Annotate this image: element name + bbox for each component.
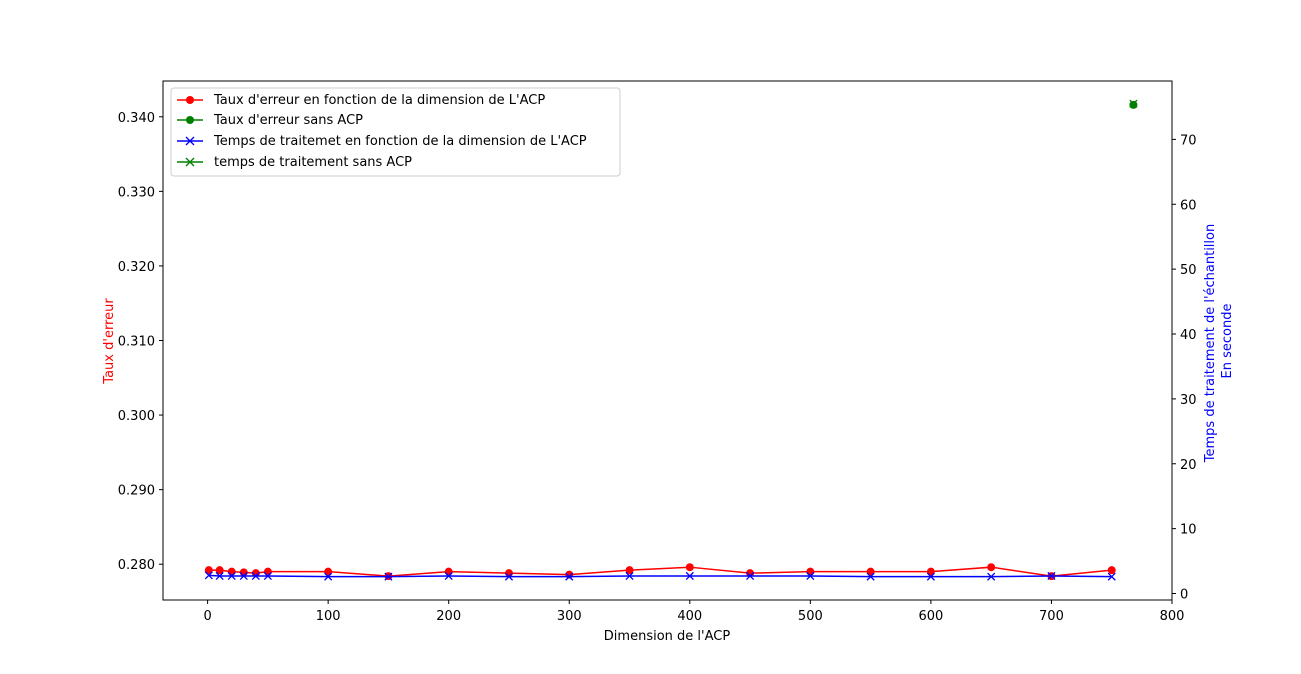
series-2-point	[926, 572, 935, 581]
x-axis: 0 100 200 300 400 500 600 700 800	[203, 600, 1184, 624]
left-y-tick-label: 0.290	[118, 484, 155, 499]
series-3-point	[1129, 99, 1138, 108]
series-0-point	[866, 567, 875, 576]
series-2-point	[324, 572, 333, 581]
x-tick-label: 600	[918, 609, 943, 624]
series-2-point	[251, 571, 260, 581]
right-y-tick-label: 50	[1180, 263, 1197, 278]
series-0-point	[926, 567, 935, 576]
data-marks	[204, 99, 1138, 581]
legend-entry-error-no-acp: Taux d'erreur sans ACP	[177, 113, 363, 128]
left-y-tick-label: 0.300	[118, 409, 155, 424]
legend-label-time: Temps de traitemet en fonction de la dim…	[213, 134, 587, 149]
right-y-tick-label: 30	[1180, 393, 1197, 408]
series-2-point	[1107, 572, 1116, 581]
series-2-point	[204, 571, 213, 580]
series-0-point	[251, 569, 260, 578]
series-2-point	[987, 572, 996, 581]
legend-box	[170, 87, 621, 177]
series-0-point	[806, 567, 815, 576]
series-0-point	[685, 563, 694, 572]
series-2-point	[565, 572, 574, 581]
right-y-tick-label: 70	[1180, 133, 1197, 148]
series-2-point	[444, 571, 453, 581]
x-tick-label: 200	[436, 609, 461, 624]
series-2-point	[504, 572, 514, 581]
legend-entry-time-no-acp: temps de traitement sans ACP	[177, 155, 412, 170]
right-y-axis-label-line-1: Temps de traitement de l'échantillon	[1203, 224, 1218, 463]
series-2-point	[625, 571, 634, 581]
x-tick-label: 300	[557, 609, 582, 624]
x-tick-label: 700	[1039, 609, 1064, 624]
series-2-point	[239, 571, 248, 581]
series-2-point	[866, 572, 875, 581]
series-0-point	[204, 566, 213, 575]
legend-entry-time: Temps de traitemet en fonction de la dim…	[177, 134, 587, 149]
legend-entry-error-rate: Taux d'erreur en fonction de la dimensio…	[177, 93, 545, 108]
right-y-axis-label-line-2: En seconde	[1220, 304, 1235, 379]
x-axis-label: Dimension de l'ACP	[604, 629, 731, 644]
series-2-point	[685, 571, 694, 581]
series-0-point	[746, 569, 755, 578]
series-2-point	[746, 571, 755, 581]
left-y-tick-label: 0.310	[118, 335, 155, 350]
series-line-2	[208, 574, 1112, 578]
legend-marker-error-rate	[186, 96, 194, 104]
legend-marker-time	[185, 136, 195, 146]
x-tick-label: 500	[798, 609, 823, 624]
right-y-axis: 0 10 20 30 40 50 60 70	[1172, 133, 1197, 603]
series-0-point	[625, 566, 634, 575]
legend-marker-error-no-acp	[186, 116, 194, 124]
left-y-tick-label: 0.280	[118, 558, 155, 573]
series-2-point	[227, 571, 236, 581]
series-2-point	[215, 571, 224, 581]
legend-label-error-rate: Taux d'erreur en fonction de la dimensio…	[213, 93, 545, 108]
series-1-point	[1129, 100, 1138, 109]
right-y-tick-label: 20	[1180, 458, 1197, 473]
x-tick-label: 400	[677, 609, 702, 624]
left-y-tick-label: 0.330	[118, 185, 155, 200]
right-y-tick-label: 10	[1180, 523, 1197, 538]
right-y-tick-label: 0	[1180, 588, 1188, 603]
right-y-tick-label: 60	[1180, 198, 1197, 213]
series-0-point	[215, 566, 224, 575]
left-y-axis-label: Taux d'erreur	[102, 298, 117, 385]
legend: Taux d'erreur en fonction de la dimensio…	[170, 87, 621, 177]
right-y-tick-label: 40	[1180, 328, 1197, 343]
series-2-point	[806, 571, 815, 581]
left-y-tick-label: 0.320	[118, 260, 155, 275]
series-2-point	[1047, 571, 1056, 581]
x-tick-label: 800	[1160, 609, 1185, 624]
legend-label-time-no-acp: temps de traitement sans ACP	[214, 155, 412, 170]
series-0-point	[227, 567, 236, 576]
series-0-point	[444, 567, 453, 576]
left-y-tick-label: 0.340	[118, 111, 155, 126]
series-0-point	[324, 567, 333, 576]
series-0-point	[263, 567, 272, 576]
series-2-point	[263, 571, 272, 581]
x-tick-label: 0	[203, 609, 211, 624]
legend-label-error-no-acp: Taux d'erreur sans ACP	[213, 113, 363, 128]
x-tick-label: 100	[316, 609, 341, 624]
series-0-point	[1107, 566, 1116, 575]
series-2-point	[384, 572, 393, 581]
series-0-point	[987, 563, 996, 572]
legend-marker-time-no-acp	[185, 157, 195, 167]
left-y-axis: 0.280 0.290 0.300 0.310 0.320 0.330 0.340	[118, 111, 163, 573]
